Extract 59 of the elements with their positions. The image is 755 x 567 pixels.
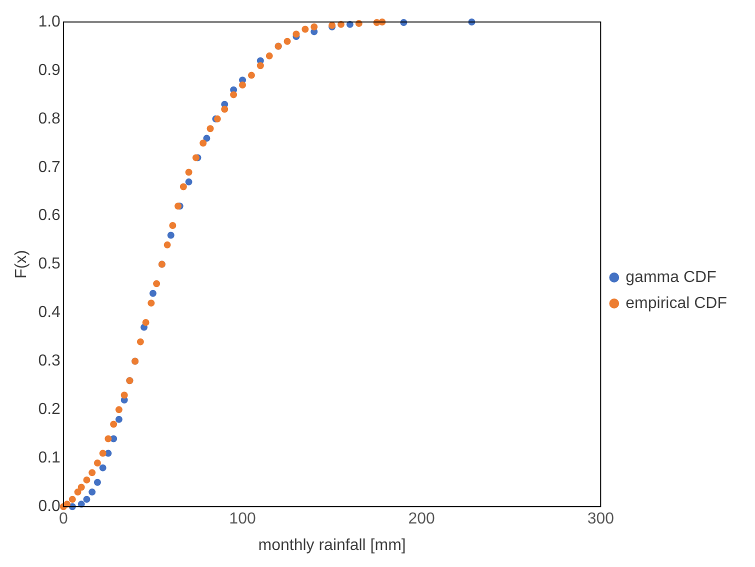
point [180, 183, 187, 190]
point [104, 435, 112, 442]
point [248, 72, 255, 79]
y-tick-label: 0.8 [38, 110, 61, 128]
point [94, 459, 101, 466]
point [256, 62, 264, 70]
y-tick-label: 0.6 [38, 207, 61, 224]
point [169, 222, 176, 230]
point [185, 178, 192, 186]
point [230, 91, 238, 98]
point [136, 338, 144, 346]
point [83, 476, 90, 484]
point [94, 478, 101, 486]
point [120, 392, 128, 399]
y-tick-label: 0.1 [38, 450, 61, 467]
point [164, 241, 171, 248]
point [115, 406, 122, 414]
x-tick-label: 200 [408, 510, 436, 528]
point [99, 450, 106, 457]
point [206, 125, 214, 132]
point [149, 290, 156, 297]
y-tick-label: 0.3 [38, 352, 61, 370]
point [153, 280, 160, 288]
x-tick-label: 300 [587, 510, 614, 528]
y-tick-label: 0.7 [38, 158, 61, 176]
point [74, 488, 82, 496]
x-axis-title: monthly rainfall [mm] [258, 536, 406, 554]
y-tick-label: 0.5 [38, 256, 61, 273]
x-tick-label: 100 [229, 510, 256, 528]
point [99, 464, 106, 472]
point [292, 30, 300, 38]
point [203, 134, 210, 142]
point [88, 488, 96, 496]
point [88, 469, 96, 476]
point [185, 168, 192, 176]
point [310, 23, 318, 30]
point [68, 496, 76, 503]
point [284, 38, 291, 45]
point [239, 82, 246, 88]
point [142, 318, 150, 326]
point [115, 416, 122, 423]
legend-label: gamma CDF [626, 268, 717, 286]
point [200, 140, 207, 147]
y-axis-title: F(x) [13, 250, 30, 279]
point [221, 106, 228, 113]
y-tick-label: 0.9 [38, 62, 61, 79]
point [110, 420, 118, 428]
point [78, 484, 85, 491]
x-tick-label: 0 [58, 510, 68, 528]
y-tick-label: 0.0 [38, 498, 61, 516]
point [302, 26, 309, 33]
point [266, 52, 273, 60]
legend-label: empirical CDF [626, 294, 728, 312]
y-tick-label: 0.2 [38, 401, 61, 418]
y-tick-label: 0.4 [38, 304, 61, 322]
y-tick-label: 1.0 [38, 13, 61, 30]
point [148, 300, 155, 307]
point [83, 496, 90, 503]
point [167, 232, 174, 239]
